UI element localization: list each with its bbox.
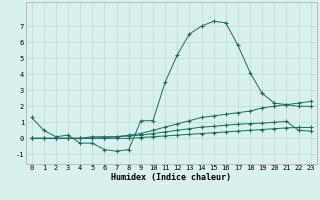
X-axis label: Humidex (Indice chaleur): Humidex (Indice chaleur)	[111, 173, 231, 182]
